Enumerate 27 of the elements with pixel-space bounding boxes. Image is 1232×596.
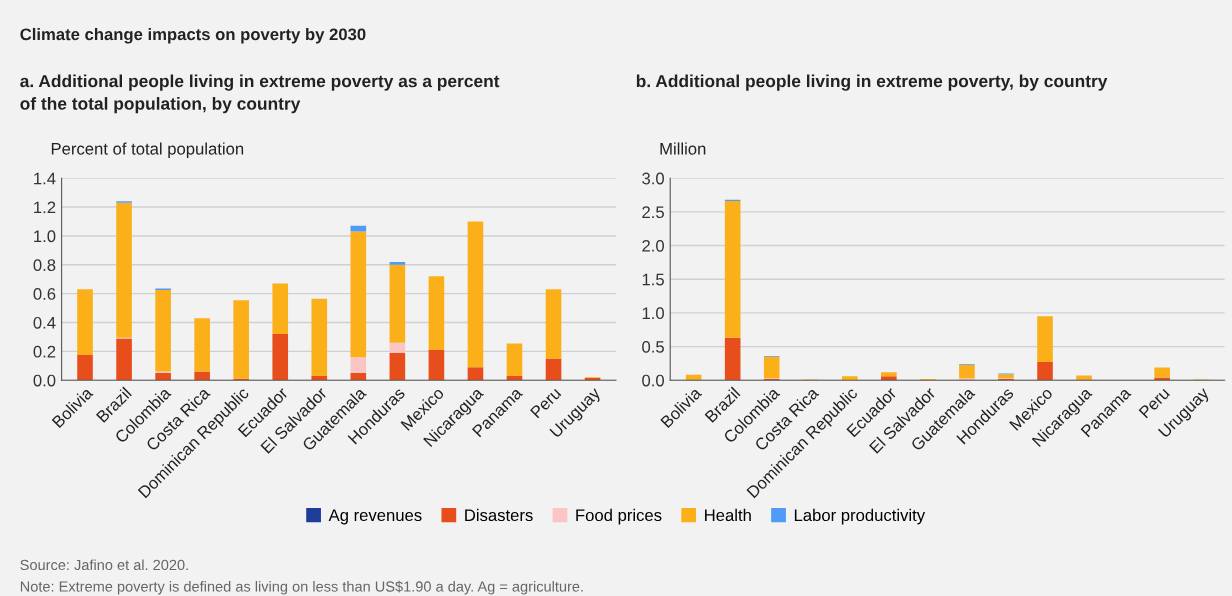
legend-label: Ag revenues (328, 509, 422, 525)
legend-label: Health (705, 508, 751, 522)
chart-title: Climate change impacts on poverty by 2030 (20, 27, 366, 44)
chart-title: b. Additional people living in extreme poverty, by country (636, 74, 1108, 91)
y-tick-label: 0.4 (33, 316, 56, 329)
text: Note: Extreme poverty is defined as living on less than US$1.90 a day. Ag = agriculture. (20, 580, 583, 595)
y-tick-label: 0.2 (33, 345, 56, 358)
y-tick-label: 0.8 (33, 259, 56, 271)
source-note: Source: Jafino et al. 2020. (20, 559, 188, 571)
legend-label: Food prices (576, 508, 662, 525)
y-axis-title: Million (660, 142, 706, 155)
y-tick-label: 0.0 (33, 374, 56, 387)
legend-label: Labor productivity (794, 508, 926, 525)
y-tick-label: 1.2 (34, 201, 56, 214)
y-tick-label: 1.4 (34, 172, 56, 185)
y-tick-label: 1.5 (642, 273, 664, 286)
y-tick-label: 0.6 (33, 288, 56, 300)
y-tick-label: 1.0 (34, 230, 56, 243)
y-tick-label: 0.0 (642, 374, 664, 387)
y-tick-label: 2.5 (642, 206, 664, 219)
y-tick-label: 2.0 (642, 239, 664, 252)
y-tick-label: 1.0 (642, 307, 664, 320)
y-tick-label: 0.5 (642, 340, 664, 353)
chart-subtitle: a. Additional people living in extreme poverty as a percent of the total population, by country (20, 74, 500, 114)
y-tick-label: 3.0 (642, 172, 664, 185)
y-axis-title: Percent of total population (51, 142, 244, 158)
legend-label: Disasters (465, 508, 533, 522)
